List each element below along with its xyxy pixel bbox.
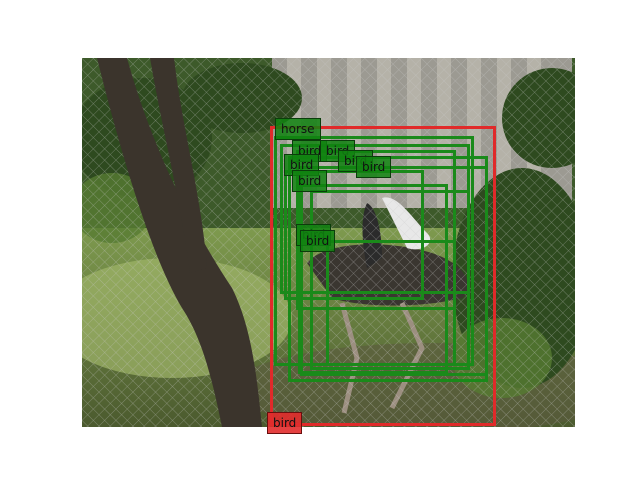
label-tag-bird: bird: [356, 156, 392, 178]
label-tag-bird: bird: [292, 170, 328, 192]
label-tag-horse: horse: [275, 118, 321, 140]
bounding-box-bird: [270, 126, 496, 426]
bounding-box-bird: [298, 184, 448, 374]
bounding-box-bird: [310, 190, 470, 370]
label-tag-bird: bird: [267, 412, 303, 434]
photo-bird-in-enclosure: [82, 58, 575, 427]
bounding-box-bird: [300, 166, 488, 376]
label-tag-bird: bird: [300, 230, 336, 252]
photo-illustration: [82, 58, 575, 427]
bounding-box-bird: [326, 240, 456, 366]
